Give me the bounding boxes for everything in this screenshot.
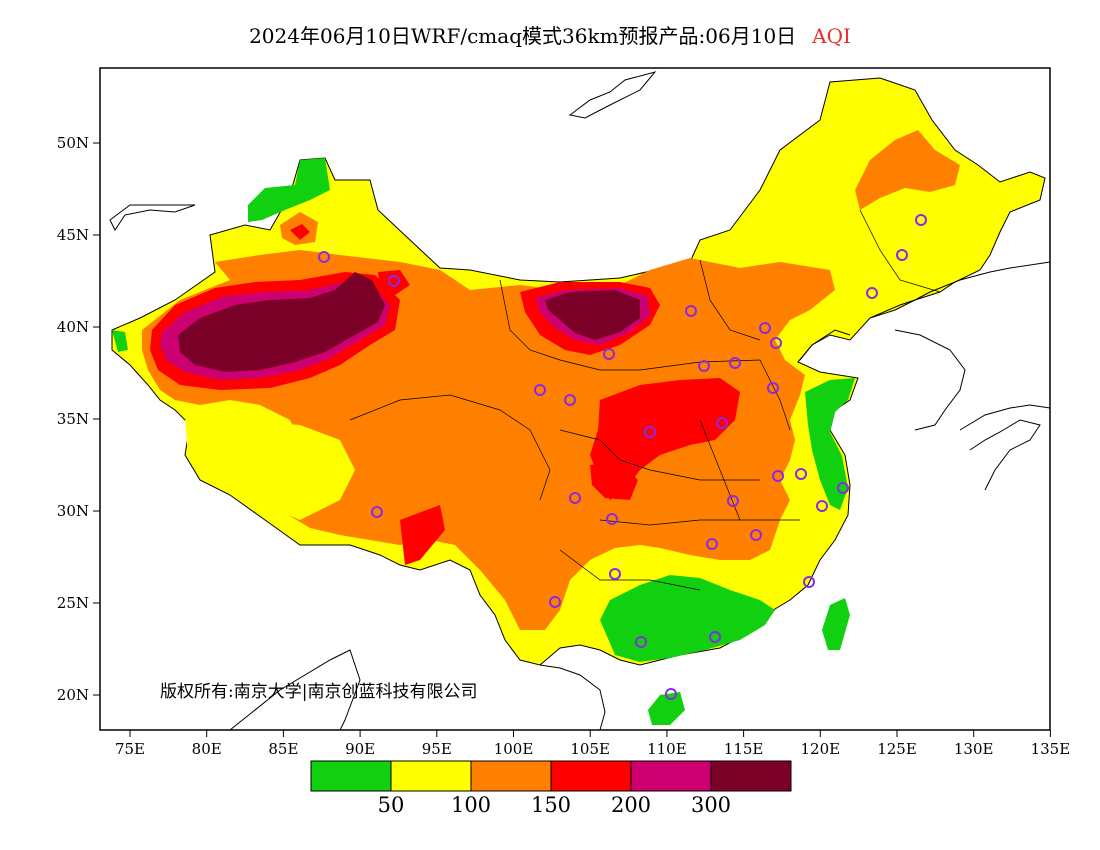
y-tick-label: 30N — [57, 502, 89, 520]
station-marker — [603, 348, 615, 360]
x-tick-label: 75E — [115, 740, 145, 758]
coastlines — [109, 71, 1051, 731]
region-hazardous-alxa — [545, 290, 640, 340]
region-moderate-tibet — [185, 420, 355, 520]
colorbar-swatch — [630, 760, 712, 792]
x-tick-label: 110E — [647, 740, 687, 758]
region-good-south — [600, 575, 775, 662]
station-marker — [759, 322, 771, 334]
aqi-colorbar: 50 100 150 200 300 — [310, 760, 792, 817]
station-marker — [716, 417, 728, 429]
x-tick-label: 125E — [877, 740, 917, 758]
colorbar-swatch — [550, 760, 632, 792]
colorbar-swatch — [710, 760, 792, 792]
monitoring-stations — [318, 214, 927, 700]
region-good-taiwan — [822, 598, 850, 650]
station-marker — [866, 287, 878, 299]
station-marker — [772, 470, 784, 482]
x-axis: 75E 80E 85E 90E 95E 100E 105E 110E 115E 120E 125E 1… — [115, 730, 1070, 758]
station-marker — [795, 468, 807, 480]
region-unhealthy-yunnan — [400, 505, 445, 565]
colorbar-threshold-label: 50 — [378, 793, 405, 817]
region-unhealthy-sichuan — [590, 462, 638, 500]
colorbar-threshold-label: 100 — [451, 793, 491, 817]
x-tick-label: 85E — [268, 740, 298, 758]
station-marker — [727, 495, 739, 507]
station-marker — [569, 492, 581, 504]
station-marker — [534, 384, 546, 396]
station-marker — [770, 337, 782, 349]
y-tick-label: 50N — [57, 134, 89, 152]
x-tick-label: 135E — [1031, 740, 1071, 758]
x-tick-label: 130E — [954, 740, 994, 758]
station-marker — [706, 538, 718, 550]
station-marker — [388, 275, 400, 287]
station-marker — [644, 426, 656, 438]
colorbar-swatch — [470, 760, 552, 792]
colorbar-threshold-label: 200 — [611, 793, 651, 817]
region-good-west — [112, 330, 128, 352]
map-title-variable: AQI — [812, 24, 851, 48]
colorbar-swatch — [310, 760, 392, 792]
station-marker — [549, 596, 561, 608]
y-tick-label: 25N — [57, 594, 89, 612]
station-marker — [837, 482, 849, 494]
y-tick-label: 20N — [57, 686, 89, 704]
region-good-xinjiang — [248, 158, 330, 222]
x-tick-label: 100E — [494, 740, 534, 758]
station-marker — [803, 576, 815, 588]
station-marker — [371, 506, 383, 518]
x-tick-label: 105E — [570, 740, 610, 758]
station-marker — [709, 631, 721, 643]
x-tick-label: 115E — [724, 740, 764, 758]
station-marker — [606, 513, 618, 525]
station-marker — [767, 382, 779, 394]
station-marker — [698, 360, 710, 372]
region-unhealthy-urumqi — [290, 224, 310, 240]
copyright-text: 版权所有:南京大学|南京创蓝科技有限公司 — [160, 682, 477, 702]
station-marker — [750, 529, 762, 541]
x-tick-label: 95E — [422, 740, 452, 758]
station-marker — [915, 214, 927, 226]
x-tick-label: 120E — [801, 740, 841, 758]
station-marker — [564, 394, 576, 406]
station-marker — [665, 688, 677, 700]
region-sensitive-northeast — [855, 130, 960, 210]
region-good-hainan — [648, 692, 685, 725]
colorbar-swatch — [390, 760, 472, 792]
region-unhealthy-hami — [378, 270, 410, 295]
map-title-main: 2024年06月10日WRF/cmaq模式36km预报产品:06月10日 — [249, 24, 797, 48]
map-title: 2024年06月10日WRF/cmaq模式36km预报产品:06月10日 AQI — [0, 20, 1100, 49]
station-marker — [896, 249, 908, 261]
station-marker — [635, 636, 647, 648]
station-marker — [685, 305, 697, 317]
station-marker — [609, 568, 621, 580]
y-axis: 50N 45N 40N 35N 30N 25N 20N — [57, 134, 100, 704]
colorbar-threshold-label: 150 — [531, 793, 571, 817]
x-tick-label: 90E — [345, 740, 375, 758]
y-tick-label: 35N — [57, 410, 89, 428]
y-tick-label: 45N — [57, 226, 89, 244]
station-marker — [816, 500, 828, 512]
station-marker — [729, 357, 741, 369]
region-good-east-coast — [805, 378, 855, 510]
region-hazardous-tarim — [178, 272, 385, 372]
x-tick-label: 80E — [192, 740, 222, 758]
y-tick-label: 40N — [57, 318, 89, 336]
station-marker — [318, 251, 330, 263]
colorbar-threshold-label: 300 — [691, 793, 731, 817]
